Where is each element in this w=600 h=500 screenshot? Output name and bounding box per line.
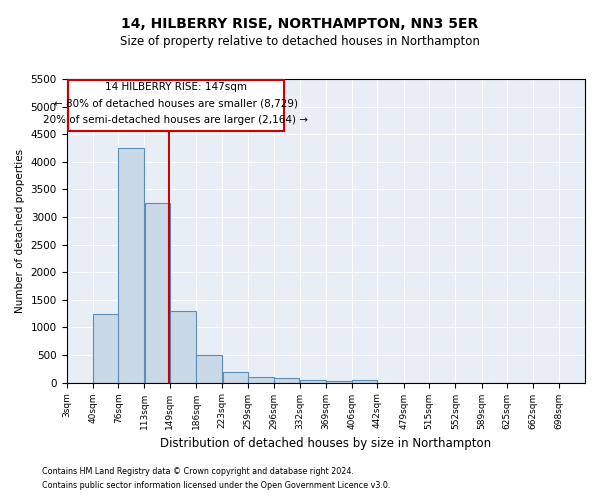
Bar <box>145 203 170 382</box>
FancyBboxPatch shape <box>68 80 284 132</box>
Text: Contains public sector information licensed under the Open Government Licence v3: Contains public sector information licen… <box>42 481 391 490</box>
Bar <box>170 311 196 382</box>
Bar <box>326 381 352 382</box>
Bar <box>352 380 377 382</box>
Text: Size of property relative to detached houses in Northampton: Size of property relative to detached ho… <box>120 35 480 48</box>
Bar <box>118 148 144 382</box>
Bar <box>274 378 299 382</box>
Text: 14, HILBERRY RISE, NORTHAMPTON, NN3 5ER: 14, HILBERRY RISE, NORTHAMPTON, NN3 5ER <box>121 18 479 32</box>
Bar <box>223 372 248 382</box>
Text: ← 80% of detached houses are smaller (8,729): ← 80% of detached houses are smaller (8,… <box>54 99 298 109</box>
Text: Contains HM Land Registry data © Crown copyright and database right 2024.: Contains HM Land Registry data © Crown c… <box>42 467 354 476</box>
Bar <box>196 355 222 382</box>
Text: 20% of semi-detached houses are larger (2,164) →: 20% of semi-detached houses are larger (… <box>43 116 308 126</box>
Y-axis label: Number of detached properties: Number of detached properties <box>15 148 25 313</box>
Bar <box>300 380 326 382</box>
Bar <box>248 377 274 382</box>
Text: 14 HILBERRY RISE: 147sqm: 14 HILBERRY RISE: 147sqm <box>105 82 247 92</box>
Bar <box>93 314 118 382</box>
X-axis label: Distribution of detached houses by size in Northampton: Distribution of detached houses by size … <box>160 437 491 450</box>
